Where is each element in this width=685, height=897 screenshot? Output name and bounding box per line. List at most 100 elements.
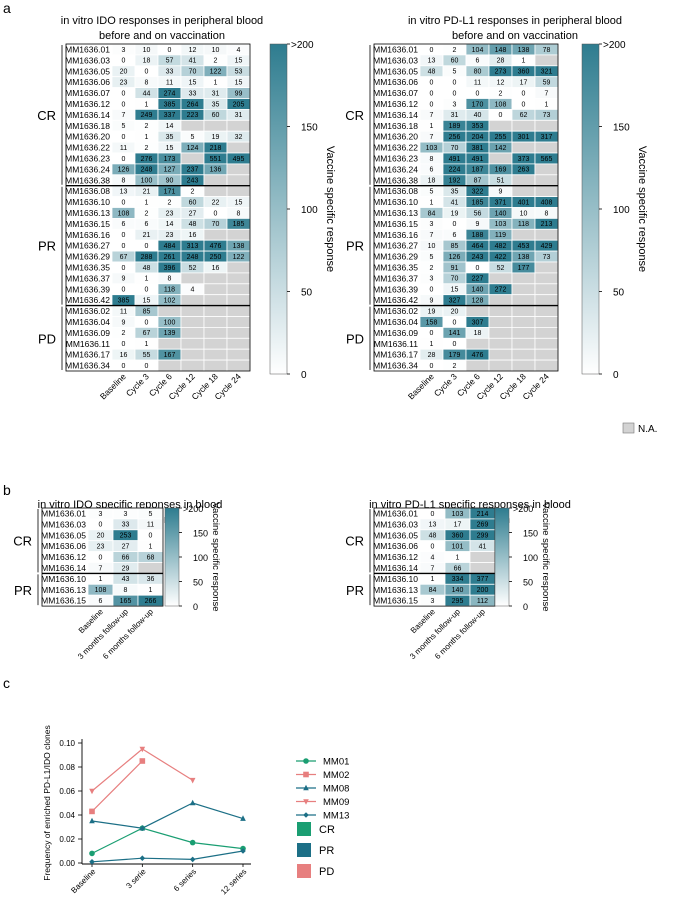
y-tick-label: 0.00 — [59, 859, 75, 868]
cell-value: 53 — [235, 69, 243, 76]
cell-value: 243 — [472, 254, 484, 261]
cell-value: 103 — [426, 145, 438, 152]
heatmap-cell — [226, 305, 251, 317]
series-line-MM01 — [91, 827, 244, 854]
row-label: MM1636.12 — [65, 99, 110, 109]
heatmap-cell — [511, 348, 536, 361]
x-tick-label: 6 series — [172, 867, 198, 893]
heatmap-cell — [469, 562, 496, 574]
cell-value: 0 — [145, 287, 149, 294]
cell-value: 2 — [453, 363, 457, 370]
row-label: MM1636.17 — [373, 350, 418, 360]
row-label: MM1636.01 — [41, 508, 86, 518]
data-point-MM08 — [189, 799, 196, 806]
row-label: MM1636.35 — [65, 262, 110, 272]
heatmap-cell — [180, 294, 205, 307]
cell-value: 551 — [210, 156, 222, 163]
cell-value: 11 — [120, 145, 127, 152]
data-point-MM02 — [139, 758, 146, 764]
cell-value: 66 — [122, 554, 130, 561]
cell-value: 52 — [497, 265, 505, 272]
row-label: MM1636.13 — [373, 585, 418, 595]
cell-value: 0 — [145, 69, 149, 76]
cell-value: 124 — [187, 145, 199, 152]
cell-value: 0 — [430, 101, 434, 108]
cell-value: 78 — [543, 47, 551, 54]
heatmap-cell — [511, 359, 536, 372]
cell-value: 0 — [522, 101, 526, 108]
cell-value: 0 — [122, 232, 126, 239]
cell-value: 5 — [191, 134, 195, 141]
y-tick-label: 0.06 — [59, 787, 75, 796]
y-tick-label: 0.10 — [59, 739, 75, 748]
heatmap-cell — [534, 141, 559, 154]
heatmap-pdl1-b: in vitro PD-L1 specific responses in blo… — [345, 499, 571, 661]
cell-value: 18 — [143, 58, 151, 65]
cell-value: 1 — [214, 79, 218, 86]
heatmap-cell — [226, 185, 251, 197]
heatmap-cell — [534, 119, 559, 132]
group-label: PD — [38, 331, 56, 346]
cell-value: 9 — [122, 276, 126, 283]
cell-value: 138 — [518, 254, 530, 261]
cell-value: 18 — [428, 178, 436, 185]
cell-value: 11 — [166, 79, 173, 86]
row-label: MM1636.12 — [373, 552, 418, 562]
cell-value: 19 — [451, 210, 459, 217]
cell-value: 48 — [143, 265, 151, 272]
heatmap-cell — [534, 316, 559, 328]
cell-value: 6 — [430, 167, 434, 174]
cell-value: 141 — [449, 330, 461, 337]
cell-value: 1 — [145, 199, 149, 206]
cell-value: 85 — [451, 243, 459, 250]
heatmap-cell — [511, 141, 536, 154]
group-label: PD — [346, 331, 364, 346]
legend-group-label: PD — [319, 866, 334, 878]
colorbar-tick-label: 100 — [523, 553, 538, 563]
cell-value: 0 — [214, 210, 218, 217]
cell-value: 17 — [520, 79, 528, 86]
cell-value: 321 — [541, 69, 553, 76]
heatmap-cell — [511, 294, 536, 307]
cell-value: 31 — [212, 90, 220, 97]
row-label: MM1636.08 — [65, 186, 110, 196]
cell-value: 48 — [429, 533, 437, 540]
colorbar-label: Vaccine specific response — [636, 146, 648, 272]
colorbar-tick-label: 100 — [301, 205, 318, 216]
cell-value: 204 — [472, 134, 484, 141]
cell-value: 273 — [495, 69, 507, 76]
cell-value: 192 — [449, 178, 461, 185]
cell-value: 14 — [166, 221, 174, 228]
cell-value: 0 — [122, 287, 126, 294]
heatmap-cell — [488, 326, 513, 339]
cell-value: 15 — [235, 199, 243, 206]
cell-value: 104 — [472, 47, 484, 54]
heatmap-cell — [488, 119, 513, 132]
legend-marker — [303, 784, 309, 791]
cell-value: 0 — [430, 90, 434, 97]
row-label: MM1636.05 — [373, 530, 418, 540]
series-line-MM13 — [91, 850, 244, 863]
cell-value: 0 — [431, 511, 435, 518]
cell-value: 7 — [430, 232, 434, 239]
cell-value: 1 — [149, 587, 153, 594]
row-label: MM1636.09 — [65, 328, 110, 338]
heatmap-cell — [511, 174, 536, 187]
cell-value: 20 — [97, 533, 105, 540]
cell-value: 127 — [164, 167, 176, 174]
x-tick-label: Baseline — [69, 867, 97, 895]
cell-value: 8 — [124, 587, 128, 594]
row-label: MM1636.42 — [373, 295, 418, 305]
heatmap-cell — [534, 359, 559, 372]
cell-value: 122 — [233, 254, 245, 261]
heatmap-cell — [534, 228, 559, 241]
cell-value: 48 — [189, 221, 197, 228]
cell-value: 62 — [520, 112, 528, 119]
cell-value: 28 — [497, 58, 505, 65]
cell-value: 0 — [122, 134, 126, 141]
cell-value: 23 — [97, 543, 105, 550]
cell-value: 70 — [212, 221, 220, 228]
cell-value: 16 — [189, 232, 197, 239]
cell-value: 185 — [472, 199, 484, 206]
cell-value: 223 — [187, 112, 199, 119]
